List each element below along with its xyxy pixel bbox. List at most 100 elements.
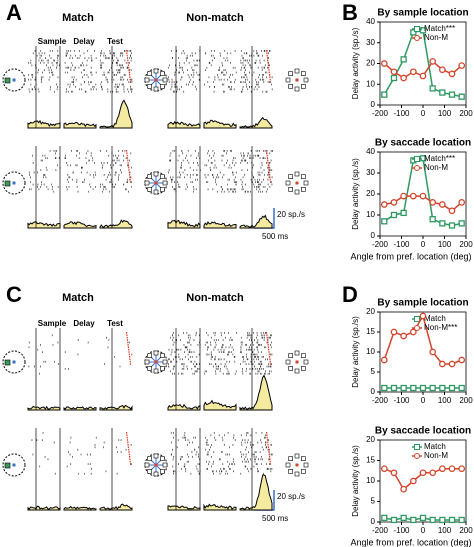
spike [268,363,270,365]
x-tick-label: 0 [421,240,426,249]
marker [429,58,437,65]
spike [34,88,36,91]
spike [268,463,270,465]
spike [178,57,180,59]
spike [231,346,233,349]
spike [252,341,253,344]
spike [260,360,262,363]
spike [171,86,173,88]
spike [255,181,256,183]
psth [99,503,133,511]
icon-square [285,359,291,365]
spike [195,178,197,181]
spike [243,81,245,83]
icon-square [160,84,165,89]
spike [264,174,266,176]
spike [226,52,228,55]
spike [126,66,128,69]
icon-square [288,71,293,76]
marker [458,93,465,100]
spike [182,69,184,71]
spike [173,332,174,334]
spike [121,64,123,67]
y-tick-label: 40 [366,17,375,26]
spike [110,178,112,181]
spike [267,81,269,83]
spike [115,171,116,174]
saccade-mark [126,436,128,439]
spike [90,81,92,83]
spike [118,154,120,157]
spike [254,178,256,181]
spike [174,86,176,88]
spike [223,83,225,86]
x-tick-label: 0 [421,396,426,405]
spike [30,181,31,183]
spike [68,66,69,69]
stimulus-icon [144,171,168,195]
spike [29,174,30,176]
saccade-mark [129,360,131,363]
spike [39,372,40,375]
spike [94,50,95,52]
icon-square [147,353,152,358]
spike [180,458,181,461]
spike [95,174,97,176]
spike [92,86,94,88]
spike [256,88,258,91]
spike [240,351,241,353]
spike [241,344,243,346]
spike [258,344,259,346]
spike [259,451,261,453]
spike [249,157,251,159]
spike [269,169,271,171]
saccade-mark [267,62,269,64]
spike [89,159,90,162]
y-tick-label: 0 [371,517,376,526]
spike [103,446,104,449]
spike [252,453,254,456]
spike [258,54,260,57]
saccade-mark [269,363,272,365]
spike [194,52,196,55]
spike [246,336,248,339]
marker [400,485,407,493]
icon-square [288,469,293,474]
spike [249,334,251,337]
spike [181,363,183,365]
spike [243,59,245,62]
marker [439,384,446,392]
spike [52,186,53,188]
spike [260,439,262,441]
spike [118,159,120,162]
saccade-mark [126,432,128,434]
spike [217,174,218,176]
spike [185,468,186,470]
spike [244,439,246,441]
spike [271,334,272,337]
spike [260,372,261,375]
spike [180,456,182,458]
spike [249,368,251,370]
spike [247,62,249,64]
spike [45,57,46,59]
spike [265,441,266,444]
spike [257,183,259,186]
spike [116,157,118,159]
spike [247,332,248,334]
spike [71,90,72,93]
saccade-mark [126,439,129,441]
icon-square [160,187,165,192]
spike [48,59,49,62]
spike [223,74,225,76]
spike [94,171,96,174]
saccade-mark [128,451,130,453]
saccade-mark [128,166,130,169]
spike [66,54,67,57]
spike [244,465,246,468]
spike [65,54,67,57]
spike [257,83,259,86]
spike [129,171,131,174]
spike [195,465,197,468]
spike [230,62,231,64]
